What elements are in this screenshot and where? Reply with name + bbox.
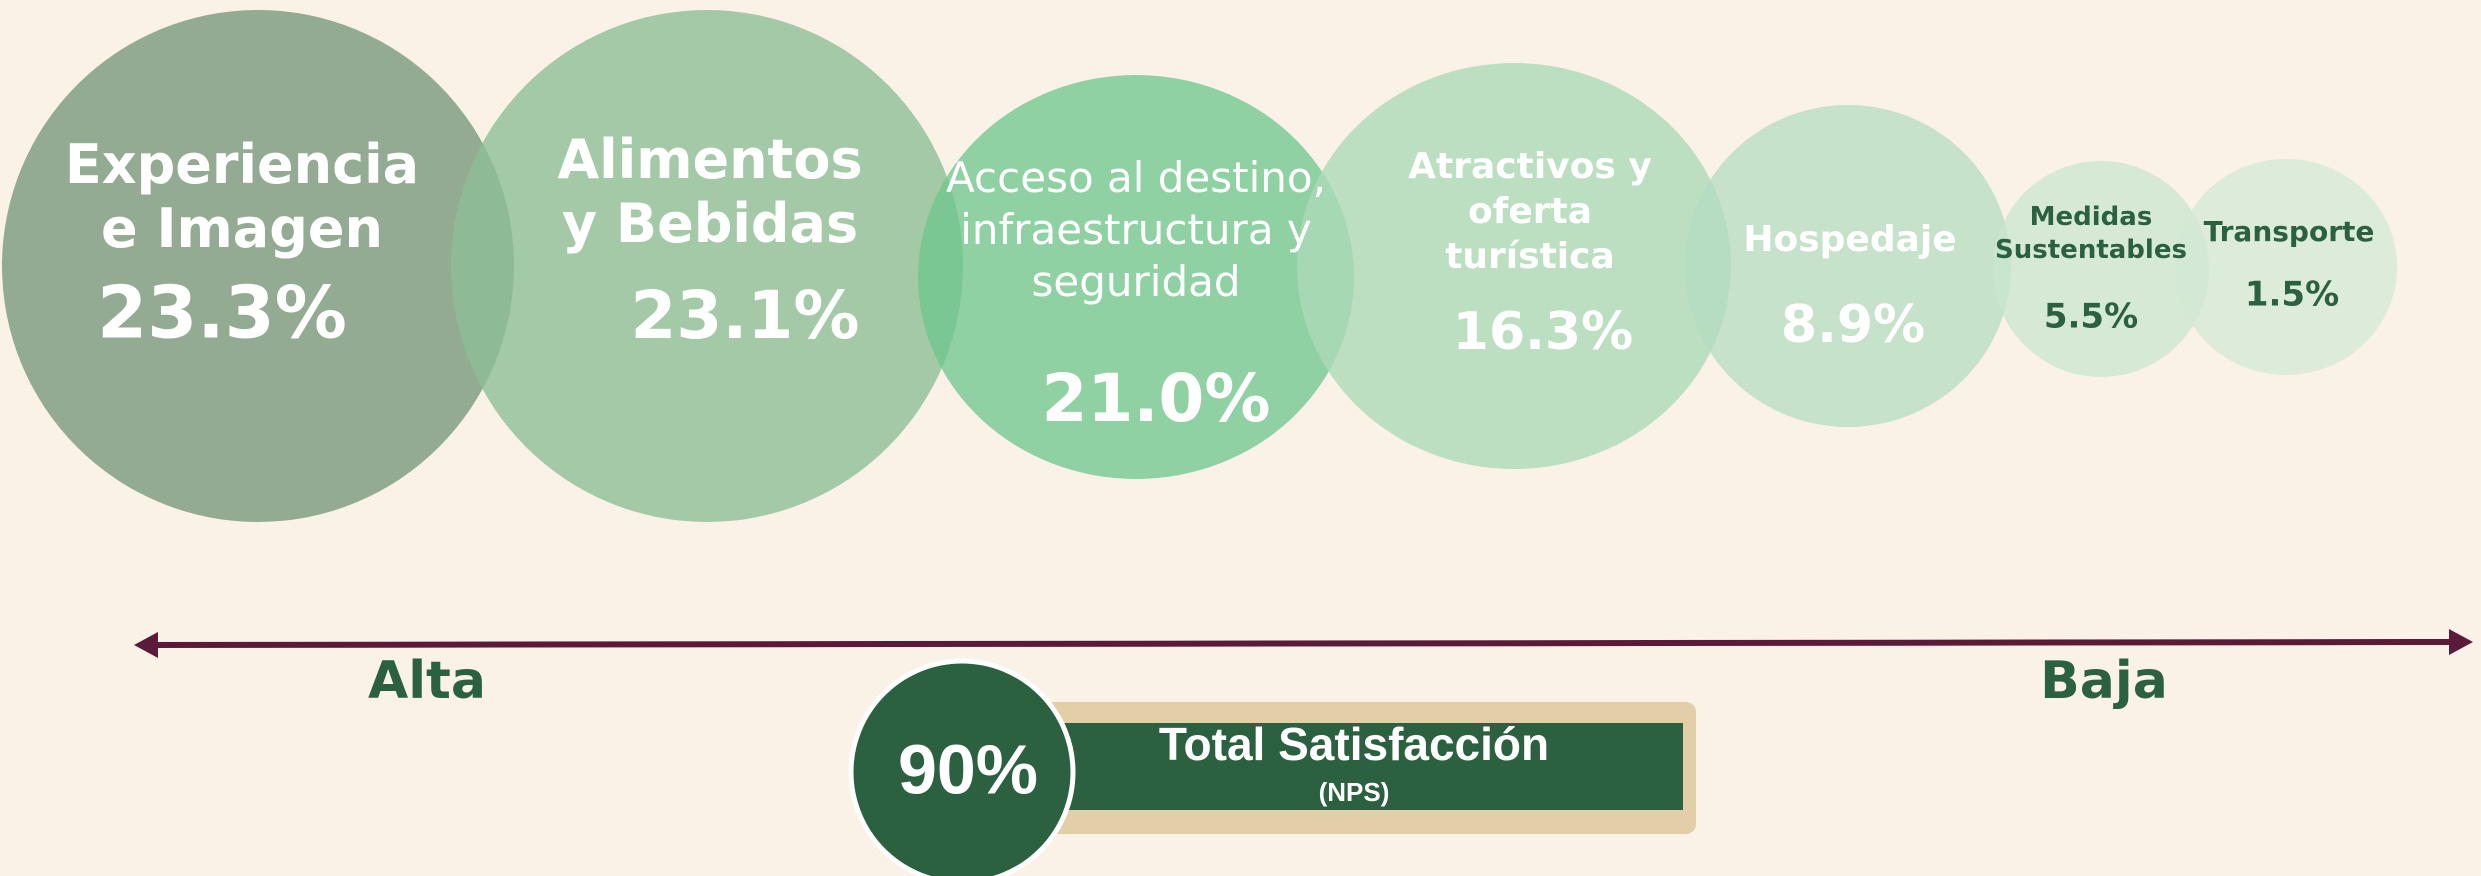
label-line: Atractivos y <box>1408 146 1652 187</box>
bubble-label: Acceso al destino, infraestructura y segur… <box>946 153 1326 306</box>
label-line: Hospedaje <box>1743 219 1956 260</box>
bubble-label: Experiencia e Imagen <box>65 133 419 260</box>
total-band <box>1057 723 1683 810</box>
label-line: Acceso al destino, <box>946 153 1326 202</box>
bubble-value: 5.5% <box>2044 297 2138 337</box>
total-circle <box>848 658 1076 876</box>
total-title: Total Satisfacción <box>1159 718 1549 770</box>
bubble-label: Transporte <box>2204 215 2375 248</box>
bubble-label: Atractivos y oferta turística <box>1408 146 1652 277</box>
label-line: turística <box>1445 236 1615 277</box>
bubble-label: Medidas Sustentables <box>1995 202 2187 265</box>
bubble <box>2175 159 2397 375</box>
bubble <box>2 10 514 522</box>
bubble <box>1297 63 1731 469</box>
bubble <box>1685 105 2011 427</box>
label-line: y Bebidas <box>562 192 858 255</box>
label-line: infraestructura y <box>960 205 1312 254</box>
bubbles: Experiencia e Imagen 23.3% Alimentos y Bebid… <box>2 10 2397 522</box>
bubble-value: 16.3% <box>1453 302 1633 362</box>
label-line: seguridad <box>1032 257 1241 306</box>
scale-right: Baja <box>2040 651 2168 711</box>
label-line: Sustentables <box>1995 235 2187 265</box>
bubble-value: 1.5% <box>2245 275 2339 315</box>
bubble-value: 23.3% <box>97 271 347 355</box>
bubble-value: 8.9% <box>1781 295 1925 355</box>
total-subtitle: (NPS) <box>1319 777 1390 807</box>
arrow-head-right <box>2449 629 2473 655</box>
label-line: e Imagen <box>101 197 383 260</box>
label-line: Transporte <box>2204 215 2375 248</box>
label-line: Experiencia <box>65 133 419 196</box>
total-value: 90% <box>898 730 1038 808</box>
label-line: Medidas <box>2030 202 2153 232</box>
bubble-value: 23.1% <box>631 277 860 354</box>
scale-left: Alta <box>368 651 486 711</box>
label-line: oferta <box>1468 191 1592 232</box>
label-line: Alimentos <box>557 128 862 191</box>
bubble <box>918 75 1354 479</box>
bubble-label: Hospedaje <box>1743 219 1956 260</box>
scale-arrow <box>149 639 2456 648</box>
bubble <box>451 10 963 522</box>
bubble-value: 21.0% <box>1042 360 1271 437</box>
bubble <box>1993 161 2209 377</box>
arrow-head-left <box>134 632 158 658</box>
bubble-label: Alimentos y Bebidas <box>557 128 862 255</box>
